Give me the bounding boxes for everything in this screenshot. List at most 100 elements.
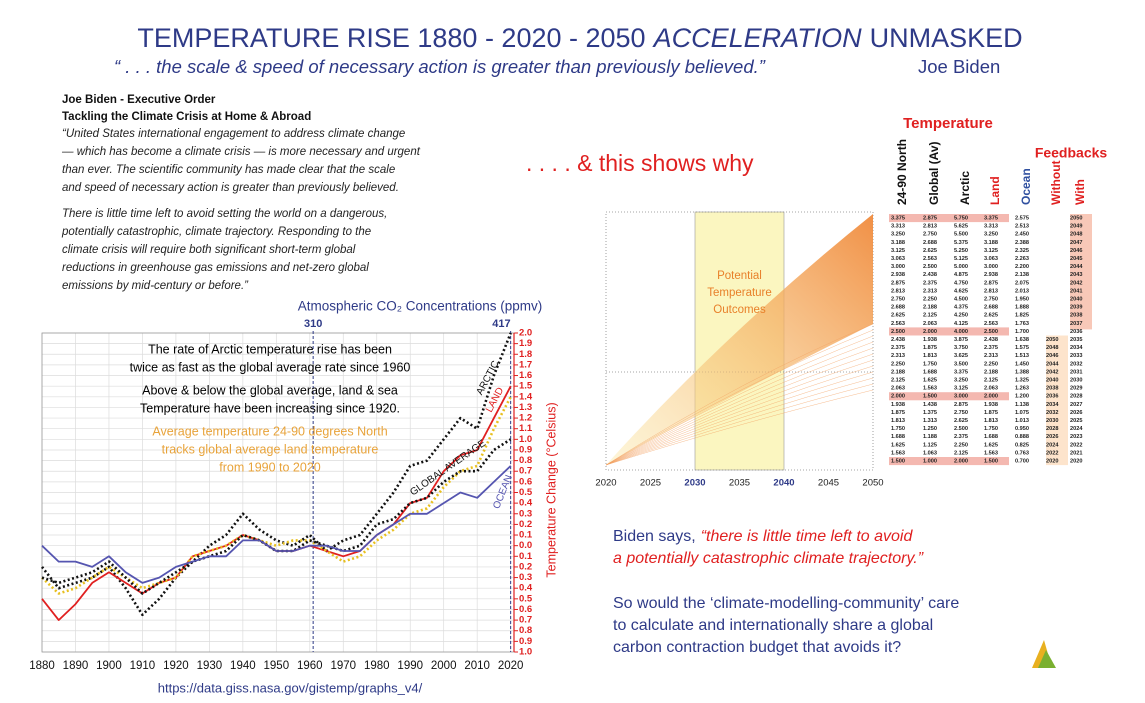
table-cell: 2050 <box>1070 215 1082 221</box>
table-cell: 2.750 <box>923 232 937 238</box>
fan-line <box>605 377 874 466</box>
annotation: Average temperature 24-90 degrees North <box>152 424 387 438</box>
table-cell: 1.688 <box>891 434 905 440</box>
table-cell: 1.813 <box>891 418 905 424</box>
question-line: to calculate and internationally share a… <box>613 617 933 634</box>
table-cell: 2048 <box>1046 345 1058 351</box>
table-cell: 1.063 <box>923 450 937 456</box>
table-cell: 2.875 <box>923 215 937 221</box>
table-cell: 2.750 <box>954 410 968 416</box>
table-cell: 3.313 <box>891 224 905 230</box>
table-cell: 1.375 <box>923 410 937 416</box>
table-cell: 2040 <box>1070 296 1082 302</box>
table-cell: 2.000 <box>954 458 968 464</box>
fan-line <box>605 335 874 466</box>
eo-heading: Tackling the Climate Crisis at Home & Ab… <box>62 111 311 123</box>
table-cell: 3.250 <box>984 232 998 238</box>
table-cell: 2024 <box>1070 426 1083 432</box>
table-cell: 1.938 <box>984 402 998 408</box>
table-feedbacks: Feedbacks <box>1035 145 1108 161</box>
table-cell: 2032 <box>1046 410 1058 416</box>
table-cell: 2.688 <box>984 305 998 311</box>
y-tick-label: 1.4 <box>519 391 533 402</box>
table-cell: 3.000 <box>954 394 968 400</box>
x-tick-label: 2000 <box>431 660 457 672</box>
table-cell: 2044 <box>1046 361 1059 367</box>
table-cell: 2045 <box>1070 256 1082 262</box>
y-tick-label: 0.9 <box>519 636 532 647</box>
table-cell: 1.500 <box>891 458 905 464</box>
annotation: from 1990 to 2020 <box>219 460 321 474</box>
table-cell: 1.625 <box>923 377 937 383</box>
table-cell: 2050 <box>1046 337 1058 343</box>
table-cell: 2.013 <box>1015 288 1029 294</box>
table-cell: 2.063 <box>891 386 905 392</box>
table-cell: 4.375 <box>954 305 968 311</box>
y-tick-label: 0.2 <box>519 519 532 530</box>
table-cell: 1.938 <box>891 402 905 408</box>
table-cell: 2.063 <box>984 386 998 392</box>
x-tick-label: 2010 <box>464 660 490 672</box>
table-cell: 2.438 <box>984 337 998 343</box>
table-cell: 1.825 <box>1015 313 1029 319</box>
table-cell: 1.638 <box>1015 337 1029 343</box>
without-band <box>1046 335 1068 466</box>
table-cell: 2020 <box>1046 458 1058 464</box>
table-cell: 2.563 <box>891 321 905 327</box>
y-tick-label: 0.0 <box>519 540 532 551</box>
table-cell: 3.188 <box>984 240 998 246</box>
table-cell: 2048 <box>1070 232 1082 238</box>
column-header: With <box>1073 179 1087 205</box>
eo-heading: Joe Biden - Executive Order <box>62 94 216 106</box>
row-highlight <box>889 392 1009 401</box>
table-cell: 2041 <box>1070 288 1082 294</box>
table-cell: 1.750 <box>891 426 905 432</box>
table-cell: 1.325 <box>1015 377 1029 383</box>
with-band <box>1070 214 1092 330</box>
quote-part: “there is little time left to avoid <box>701 528 914 545</box>
table-cell: 2037 <box>1070 321 1082 327</box>
table-cell: 2.625 <box>891 313 905 319</box>
table-cell: 2.438 <box>891 337 905 343</box>
y-tick-label: 0.5 <box>519 593 533 604</box>
table-cell: 1.563 <box>923 386 937 392</box>
x-tick-label: 2020 <box>498 660 524 672</box>
table-cell: 2.125 <box>923 313 937 319</box>
table-cell: 2028 <box>1046 426 1058 432</box>
table-cell: 2042 <box>1070 280 1082 286</box>
table-cell: 3.375 <box>891 215 905 221</box>
y-tick-label: 1.2 <box>519 413 532 424</box>
table-cell: 2020 <box>1070 458 1082 464</box>
table-cell: 0.825 <box>1015 442 1029 448</box>
table-cell: 3.250 <box>954 377 968 383</box>
table-cell: 0.888 <box>1015 434 1029 440</box>
table-cell: 1.625 <box>891 442 905 448</box>
table-cell: 3.500 <box>954 361 968 367</box>
table-cell: 1.500 <box>923 394 937 400</box>
table-cell: 2.263 <box>1015 256 1029 262</box>
table-cell: 2044 <box>1070 264 1083 270</box>
table-cell: 3.375 <box>984 215 998 221</box>
table-cell: 1.950 <box>1015 296 1029 302</box>
y-tick-label: 1.5 <box>519 381 533 392</box>
table-cell: 5.000 <box>954 264 968 270</box>
eo-paragraph-line: and speed of necessary action is greater… <box>62 182 399 194</box>
table-cell: 2026 <box>1070 410 1082 416</box>
table-cell: 4.625 <box>954 288 968 294</box>
fan-x-tick-label: 2030 <box>684 478 705 489</box>
table-cell: 3.125 <box>984 248 998 254</box>
table-cell: 2.813 <box>984 288 998 294</box>
tagline: . . . . & this shows why <box>526 150 754 176</box>
table-cell: 1.625 <box>984 442 998 448</box>
table-cell: 2038 <box>1046 386 1058 392</box>
table-cell: 1.575 <box>1015 345 1029 351</box>
column-header: Ocean <box>1019 168 1033 205</box>
table-cell: 2.313 <box>891 353 905 359</box>
x-tick-label: 1970 <box>330 660 356 672</box>
fan-line <box>605 365 874 466</box>
table-cell: 1.513 <box>1015 353 1029 359</box>
table-cell: 2043 <box>1070 272 1082 278</box>
highlight-label: Potential <box>717 270 762 282</box>
table-cell: 1.438 <box>923 402 937 408</box>
